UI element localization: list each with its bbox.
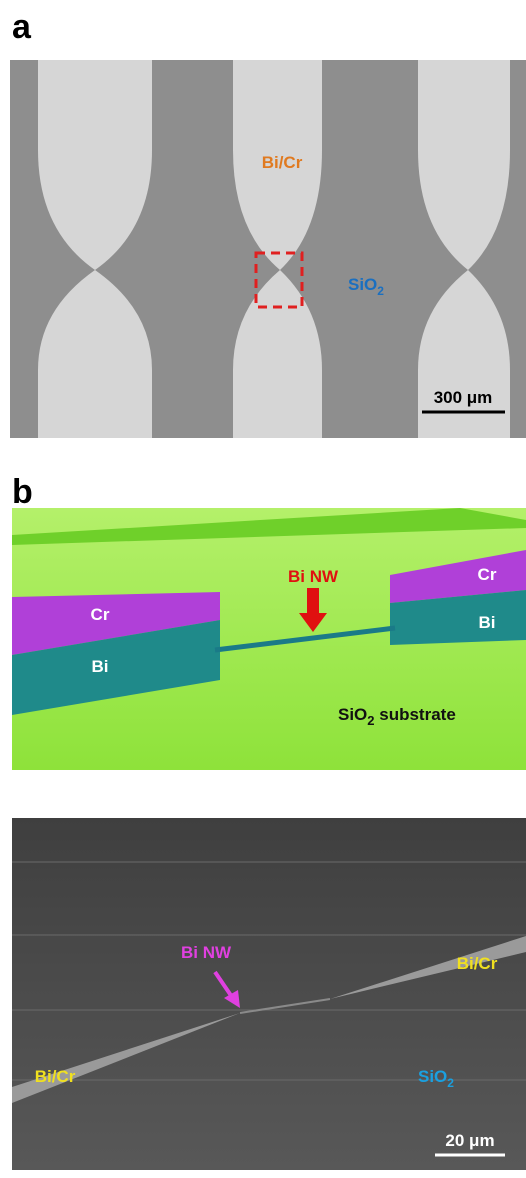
scale-bar-label: 20 μm: [445, 1131, 494, 1150]
wire-label: Bi NW: [181, 943, 232, 962]
panel-c-image: Bi NW Bi/Cr Bi/Cr SiO2 20 μm: [12, 818, 526, 1170]
layer-label: Bi: [92, 657, 109, 676]
label-main: SiO: [338, 705, 367, 724]
layer-label: Bi: [479, 613, 496, 632]
pad-label: Bi/Cr: [262, 153, 303, 172]
contact-label: Bi/Cr: [457, 954, 498, 973]
panel-b-image: Bi NW Cr Bi Cr Bi SiO2 substrate: [12, 508, 526, 770]
scale-bar-label: 300 μm: [434, 388, 493, 407]
label-main: SiO: [348, 275, 377, 294]
contact-label: Bi/Cr: [35, 1067, 76, 1086]
layer-label: Cr: [91, 605, 110, 624]
label-sub: 2: [367, 713, 374, 728]
panel-label: a: [12, 8, 32, 46]
label-sub: 2: [447, 1076, 454, 1090]
wire-label: Bi NW: [288, 567, 339, 586]
panel-a-image: Bi/Cr SiO2 300 μm: [10, 60, 526, 438]
substrate: [12, 818, 526, 1170]
figure: a Bi/Cr SiO2 300 μm b Bi NW Cr Bi Cr Bi …: [0, 0, 526, 1178]
label-rest: substrate: [375, 705, 456, 724]
label-sub: 2: [377, 284, 384, 298]
layer-label: Cr: [478, 565, 497, 584]
panel-label: b: [12, 473, 33, 511]
label-main: SiO: [418, 1067, 447, 1086]
